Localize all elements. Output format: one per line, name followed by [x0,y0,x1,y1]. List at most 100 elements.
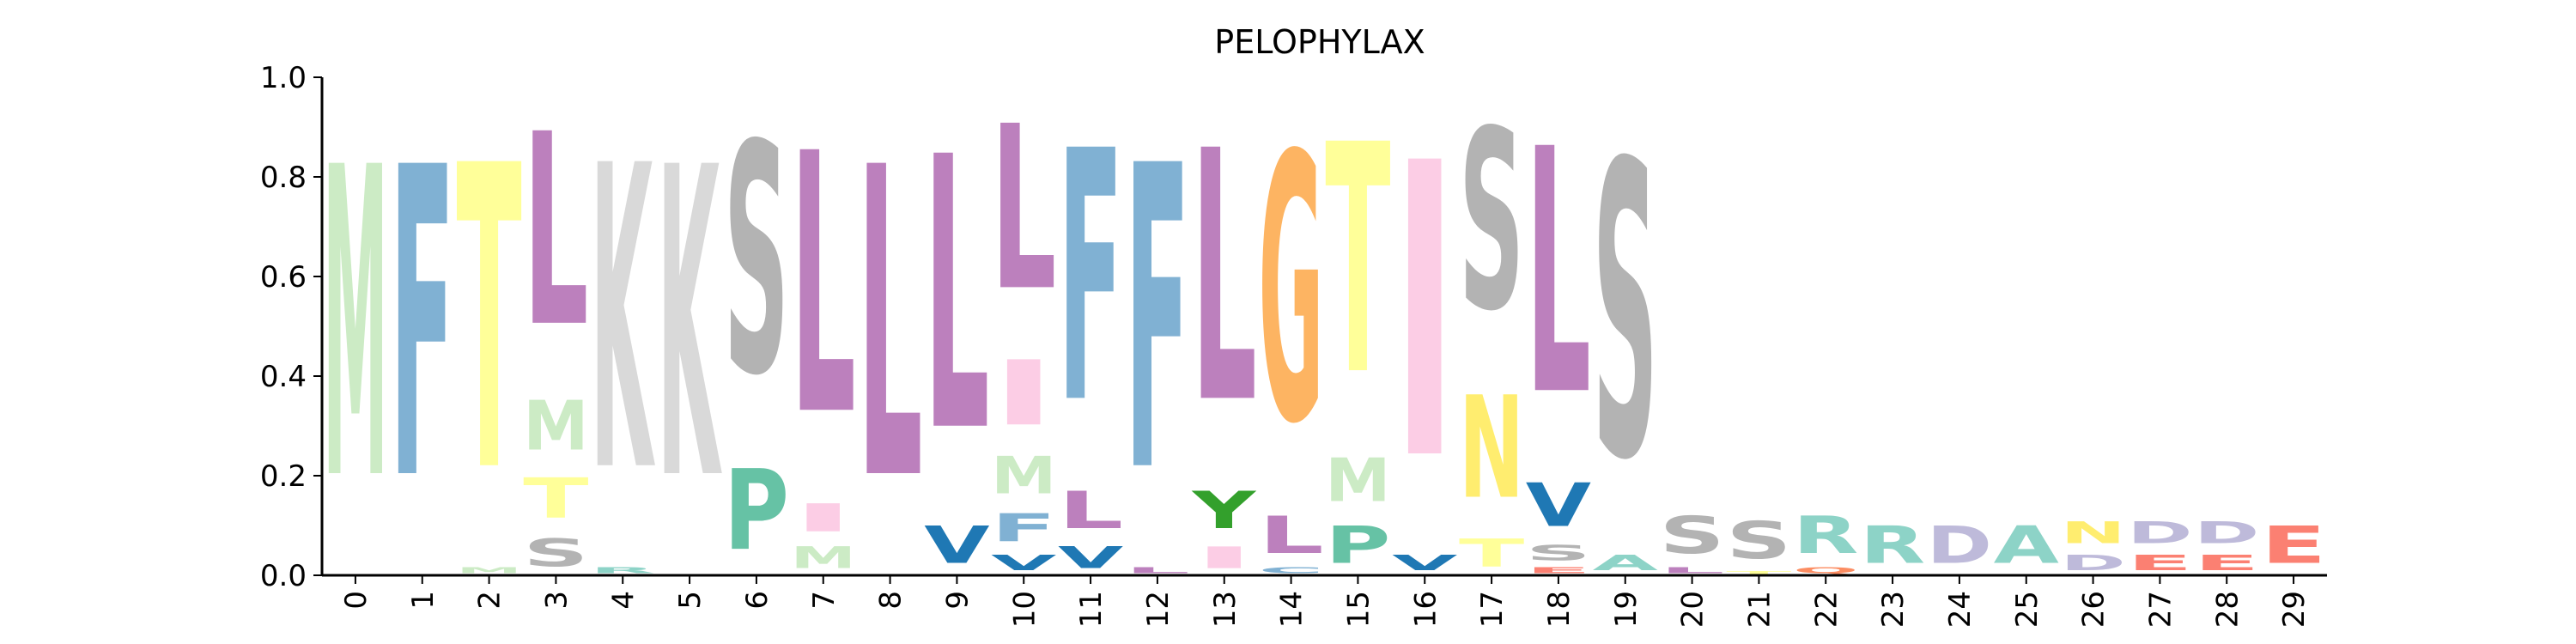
logo-letter-p: P [724,446,789,575]
logo-letter-m: M [991,447,1056,506]
x-tick-label: 14 [1275,591,1309,628]
logo-letter-t: T [1726,570,1791,575]
logo-letter-e: E [2127,550,2192,575]
x-tick-label: 22 [1809,591,1844,628]
x-tick-label: 29 [2277,591,2312,628]
logo-letter-l: L [1659,566,1724,576]
x-tick-label: 9 [940,591,975,610]
logo-letter-i: I [791,495,856,540]
logo-letter-n: N [1459,368,1524,531]
logo-letter-s: S [1593,79,1658,550]
logo-letter-d: D [1927,516,1992,575]
x-tick-label: 5 [673,591,708,610]
logo-letter-v: V [924,516,989,575]
logo-letter-p: P [1325,515,1390,574]
x-tick-label: 28 [2210,591,2245,628]
x-tick-label: 27 [2143,591,2178,628]
x-tick-label: 15 [1341,591,1376,628]
chart-title: PELOPHYLAX [1214,23,1425,61]
logo-letter-e: E [2194,550,2259,575]
logo-letter-r: R [1860,516,1925,575]
x-tick-label: 23 [1876,591,1911,628]
logo-letter-y: Y [1191,481,1257,540]
logo-letter-m: M [1325,447,1390,516]
y-tick-label: 0.8 [260,161,307,195]
logo-letter-l: L [991,79,1056,341]
x-tick-label: 25 [2010,591,2044,628]
logo-letter-m: M [791,541,856,575]
x-tick-label: 21 [1742,591,1777,628]
logo-letter-v: V [991,550,1057,575]
logo-letter-d: D [2194,516,2259,550]
x-tick-label: 11 [1074,591,1109,628]
x-tick-label: 20 [1676,591,1710,628]
axes: 0.00.20.40.60.81.00 1 2 3 4 5 6 7 8 9 10 11 12 13 14 15… [260,61,2327,628]
logo-letter-l: L [523,80,588,386]
y-tick-label: 0.2 [260,459,307,494]
logo-letter-i: I [991,342,1056,446]
y-tick-label: 0.6 [260,260,307,295]
x-tick-label: 1 [406,591,440,610]
logo-letter-l: L [924,79,989,514]
logo-letter-s: S [1459,79,1524,366]
x-tick-label: 3 [539,591,574,610]
x-tick-label: 18 [1542,591,1577,628]
x-tick-label: 4 [606,591,641,610]
x-tick-label: 19 [1609,591,1643,628]
x-tick-label: 0 [339,591,374,610]
logo-letter-l: L [1258,506,1323,565]
x-tick-label: 26 [2077,591,2111,628]
logo-letter-l: L [1192,78,1257,480]
logo-letter-i: I [1392,78,1457,550]
logo-letter-f: F [390,77,455,574]
logo-letter-l: L [857,79,922,574]
x-tick-label: 8 [874,591,908,610]
x-tick-label: 16 [1408,591,1443,628]
x-tick-label: 7 [807,591,841,610]
logo-letter-v: V [1392,550,1458,575]
logo-letter-m: M [523,387,588,466]
logo-letter-v: V [1526,471,1591,541]
logo-letter-s: S [1726,511,1791,570]
logo-letter-m: M [456,565,521,575]
logo-letter-t: T [1459,531,1524,575]
logo-letter-d: D [2060,550,2125,575]
x-tick-label: 10 [1007,591,1042,628]
logo-letter-s: S [724,77,789,445]
logo-letter-c: C [1258,565,1323,575]
logo-letter-t: T [1325,77,1391,444]
logo-letter-l: L [791,80,856,495]
logo-letter-l: L [1125,566,1190,576]
logo-letter-l: L [1058,481,1123,540]
logo-letter-d: D [2127,516,2192,550]
logo-letter-f: F [991,506,1056,550]
logo-letter-f: F [1058,77,1123,480]
x-tick-label: 2 [473,591,507,610]
logo-letter-f: F [1125,79,1190,564]
logo-letter-r: R [590,565,655,575]
logo-letter-i: I [1192,541,1257,575]
logo-letter-a: A [1994,516,2059,575]
x-tick-label: 6 [740,591,775,610]
logo-letter-s: S [1659,506,1724,565]
logo-letter-k: K [590,78,656,564]
x-tick-label: 12 [1141,591,1176,628]
y-tick-label: 0.0 [260,559,307,593]
x-tick-label: 13 [1208,591,1242,628]
x-tick-label: 24 [1943,591,1978,628]
logo-letter-v: V [1058,541,1123,575]
logo-letter-m: M [323,78,388,574]
logo-letter-g: G [1258,78,1323,504]
y-tick-label: 1.0 [260,61,307,95]
y-tick-label: 0.4 [260,360,307,394]
logo-letter-e: E [2261,516,2326,575]
logo-letter-e: E [1526,565,1591,575]
logo-letter-t: T [523,465,588,531]
x-tick-label: 17 [1475,591,1510,628]
logo-letter-r: R [1793,507,1858,566]
logo-letter-n: N [2060,516,2125,550]
logo-letter-s: S [1526,541,1591,566]
logo-letter-t: T [456,80,522,565]
logo-letter-q: Q [1793,566,1858,575]
